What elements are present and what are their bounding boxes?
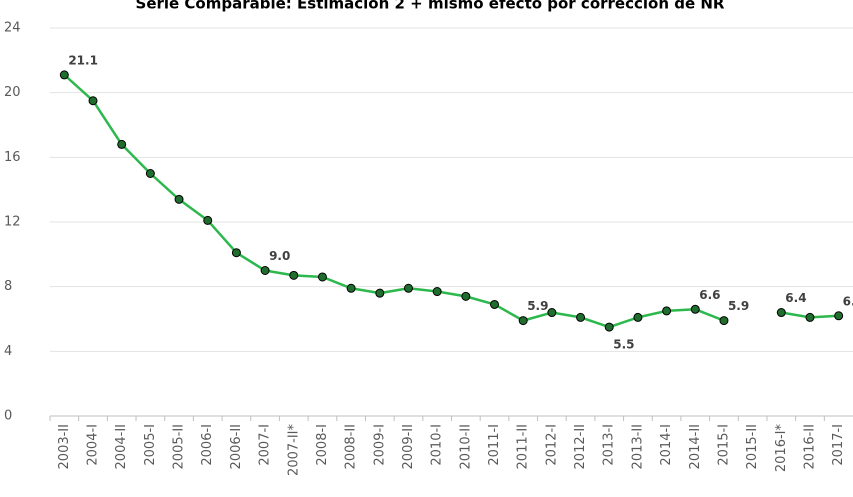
data-label: 21.1 bbox=[68, 53, 98, 67]
y-tick-label: 12 bbox=[4, 215, 21, 230]
point bbox=[260, 266, 270, 275]
data-label: 9.0 bbox=[269, 249, 290, 263]
point bbox=[174, 194, 184, 204]
point bbox=[518, 316, 528, 326]
point bbox=[834, 311, 844, 321]
point bbox=[117, 139, 127, 149]
point bbox=[776, 308, 786, 318]
point bbox=[317, 272, 327, 282]
x-tick-label: 2009-II bbox=[401, 424, 416, 469]
y-tick-label: 20 bbox=[4, 85, 21, 100]
data-label: 6.4 bbox=[785, 291, 806, 305]
point bbox=[88, 96, 98, 106]
point bbox=[289, 270, 299, 280]
point bbox=[432, 287, 442, 297]
point bbox=[576, 312, 586, 322]
x-tick-label: 2006-II bbox=[229, 424, 244, 469]
y-tick-label: 0 bbox=[4, 409, 12, 424]
x-tick-label: 2016-I* bbox=[774, 424, 789, 473]
x-tick-label: 2005-I bbox=[143, 424, 158, 466]
point bbox=[203, 215, 213, 225]
x-tick-label: 2011-II bbox=[516, 424, 531, 469]
point bbox=[375, 288, 385, 298]
point bbox=[145, 169, 155, 178]
x-tick-label: 2007-I bbox=[258, 424, 273, 466]
x-tick-label: 2013-I bbox=[602, 424, 617, 466]
x-tick-label: 2003-II bbox=[57, 424, 72, 469]
y-tick-label: 4 bbox=[4, 344, 12, 359]
x-tick-label: 2014-I bbox=[659, 424, 674, 466]
x-tick-label: 2012-I bbox=[544, 424, 559, 466]
y-tick-label: 8 bbox=[4, 279, 12, 294]
x-tick-label: 2008-II bbox=[344, 424, 359, 469]
y-tick-label: 16 bbox=[4, 150, 21, 165]
point bbox=[461, 291, 471, 301]
x-tick-label: 2010-II bbox=[458, 424, 473, 469]
chart-title: Serie Comparable: Estimación 2 + mismo e… bbox=[136, 0, 725, 13]
point bbox=[346, 283, 356, 293]
point bbox=[690, 304, 700, 314]
x-tick-label: 2009-I bbox=[372, 424, 387, 466]
point bbox=[805, 312, 815, 322]
x-tick-label: 2011-I bbox=[487, 424, 502, 466]
x-tick-label: 2004-II bbox=[114, 424, 129, 469]
point bbox=[59, 70, 69, 80]
x-tick-label: 2015-II bbox=[745, 424, 760, 469]
x-tick-label: 2010-I bbox=[430, 424, 445, 466]
point bbox=[662, 306, 672, 316]
x-tick-label: 2013-II bbox=[630, 424, 645, 469]
y-tick-label: 24 bbox=[4, 21, 21, 36]
x-tick-label: 2016-II bbox=[802, 424, 817, 469]
x-tick-label: 2015-I bbox=[716, 424, 731, 466]
point bbox=[490, 299, 500, 309]
data-label: 6.6 bbox=[699, 288, 720, 302]
point bbox=[633, 312, 643, 322]
point bbox=[547, 308, 557, 318]
point bbox=[719, 316, 729, 326]
x-tick-label: 2014-II bbox=[688, 424, 703, 469]
x-tick-label: 2007-II* bbox=[286, 424, 301, 476]
point bbox=[403, 283, 413, 293]
x-tick-label: 2012-II bbox=[573, 424, 588, 469]
x-tick-label: 2006-I bbox=[200, 424, 215, 466]
x-tick-label: 2005-II bbox=[172, 424, 187, 469]
data-label: 5.5 bbox=[613, 338, 634, 352]
point bbox=[231, 248, 241, 258]
x-tick-label: 2017-I bbox=[831, 424, 846, 466]
data-label: 5.9 bbox=[527, 299, 548, 313]
data-label: 6.2 bbox=[843, 294, 853, 308]
data-label: 5.9 bbox=[728, 299, 749, 313]
point bbox=[604, 322, 614, 332]
x-tick-label: 2004-I bbox=[86, 424, 101, 466]
x-tick-label: 2008-I bbox=[315, 424, 330, 466]
